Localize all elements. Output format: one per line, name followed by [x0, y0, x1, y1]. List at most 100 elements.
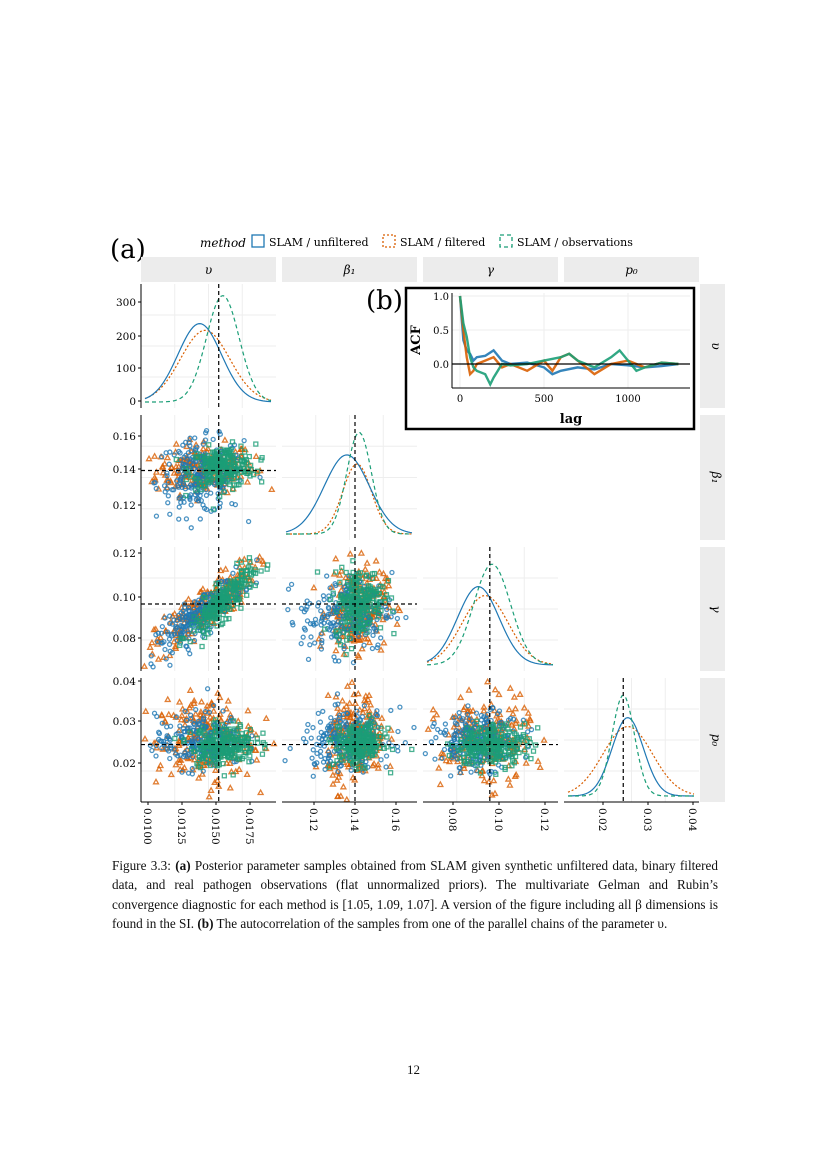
point-unfiltered	[187, 443, 193, 449]
point-observations	[187, 639, 193, 645]
legend-label-2: SLAM / observations	[517, 236, 633, 249]
point-filtered	[252, 746, 260, 753]
point-unfiltered	[443, 727, 449, 733]
point-observations	[187, 729, 193, 736]
point-observations	[370, 596, 376, 602]
point-observations	[350, 597, 356, 603]
point-unfiltered	[174, 625, 180, 631]
point-observations	[195, 627, 201, 633]
point-filtered	[199, 444, 207, 452]
legend-key-2	[499, 234, 513, 248]
point-unfiltered	[149, 747, 155, 754]
point-filtered	[385, 581, 393, 589]
point-observations	[203, 464, 209, 470]
point-filtered	[222, 565, 230, 572]
point-unfiltered	[203, 427, 210, 434]
point-filtered	[157, 633, 165, 641]
point-filtered	[433, 710, 441, 718]
point-unfiltered	[179, 769, 185, 775]
point-observations	[504, 733, 511, 739]
point-observations	[259, 751, 266, 757]
point-observations	[236, 754, 242, 760]
point-unfiltered	[344, 721, 350, 727]
point-observations	[458, 736, 464, 743]
point-unfiltered	[191, 599, 198, 605]
caption-text-b: The autocorrelation of the samples from …	[216, 916, 668, 932]
point-observations	[258, 568, 264, 574]
point-unfiltered	[314, 750, 320, 757]
acf-x-tick-label: 500	[534, 394, 553, 405]
point-unfiltered	[176, 448, 182, 455]
point-observations	[221, 773, 227, 779]
point-observations	[217, 730, 223, 736]
point-observations	[473, 738, 479, 745]
point-filtered	[140, 662, 149, 669]
y-tick-label: 0.10	[113, 592, 136, 604]
point-unfiltered	[210, 702, 217, 709]
point-filtered	[534, 757, 542, 764]
point-unfiltered	[318, 646, 325, 652]
point-filtered	[172, 440, 180, 447]
point-filtered	[510, 693, 519, 700]
point-observations	[227, 481, 233, 488]
point-filtered	[337, 567, 346, 574]
point-unfiltered	[172, 631, 178, 637]
point-filtered	[207, 786, 215, 793]
point-observations	[201, 594, 207, 600]
point-unfiltered	[355, 633, 362, 639]
point-filtered	[394, 604, 402, 611]
point-observations	[243, 730, 250, 736]
point-filtered	[172, 760, 180, 768]
point-observations	[353, 590, 359, 596]
point-observations	[339, 619, 345, 625]
point-observations	[371, 570, 378, 577]
point-filtered	[224, 697, 232, 704]
point-unfiltered	[354, 708, 360, 714]
point-filtered	[235, 765, 243, 773]
point-observations	[190, 748, 197, 755]
point-observations	[210, 467, 216, 473]
point-filtered	[491, 685, 499, 693]
point-unfiltered	[468, 769, 474, 775]
point-observations	[369, 716, 375, 723]
point-unfiltered	[304, 728, 310, 734]
point-observations	[231, 482, 238, 488]
point-unfiltered	[328, 721, 334, 727]
point-filtered	[197, 697, 206, 705]
point-observations	[384, 744, 390, 750]
point-unfiltered	[180, 608, 186, 614]
point-observations	[178, 635, 184, 642]
point-unfiltered	[202, 708, 208, 715]
point-unfiltered	[168, 742, 174, 749]
point-observations	[212, 737, 218, 743]
point-unfiltered	[456, 765, 462, 771]
point-observations	[201, 628, 207, 634]
point-unfiltered	[178, 499, 184, 506]
point-unfiltered	[308, 634, 314, 640]
point-filtered	[335, 773, 343, 780]
point-observations	[389, 746, 396, 753]
point-observations	[360, 745, 367, 751]
point-observations	[221, 489, 227, 495]
point-filtered	[388, 735, 396, 742]
point-filtered	[351, 699, 360, 706]
point-filtered	[148, 638, 156, 646]
point-unfiltered	[191, 465, 198, 472]
point-unfiltered	[461, 751, 467, 757]
point-filtered	[150, 625, 158, 633]
point-filtered	[151, 452, 159, 459]
point-unfiltered	[166, 641, 173, 648]
point-observations	[193, 487, 199, 493]
point-observations	[356, 720, 362, 726]
point-unfiltered	[483, 719, 490, 725]
point-observations	[247, 581, 253, 587]
point-filtered	[342, 573, 350, 581]
point-unfiltered	[188, 525, 194, 531]
point-unfiltered	[167, 723, 174, 729]
point-unfiltered	[318, 631, 324, 637]
point-filtered	[206, 713, 214, 720]
page-number: 12	[407, 1062, 420, 1077]
strip-right-label: υ	[709, 342, 723, 349]
point-observations	[477, 770, 484, 776]
point-observations	[355, 729, 362, 735]
